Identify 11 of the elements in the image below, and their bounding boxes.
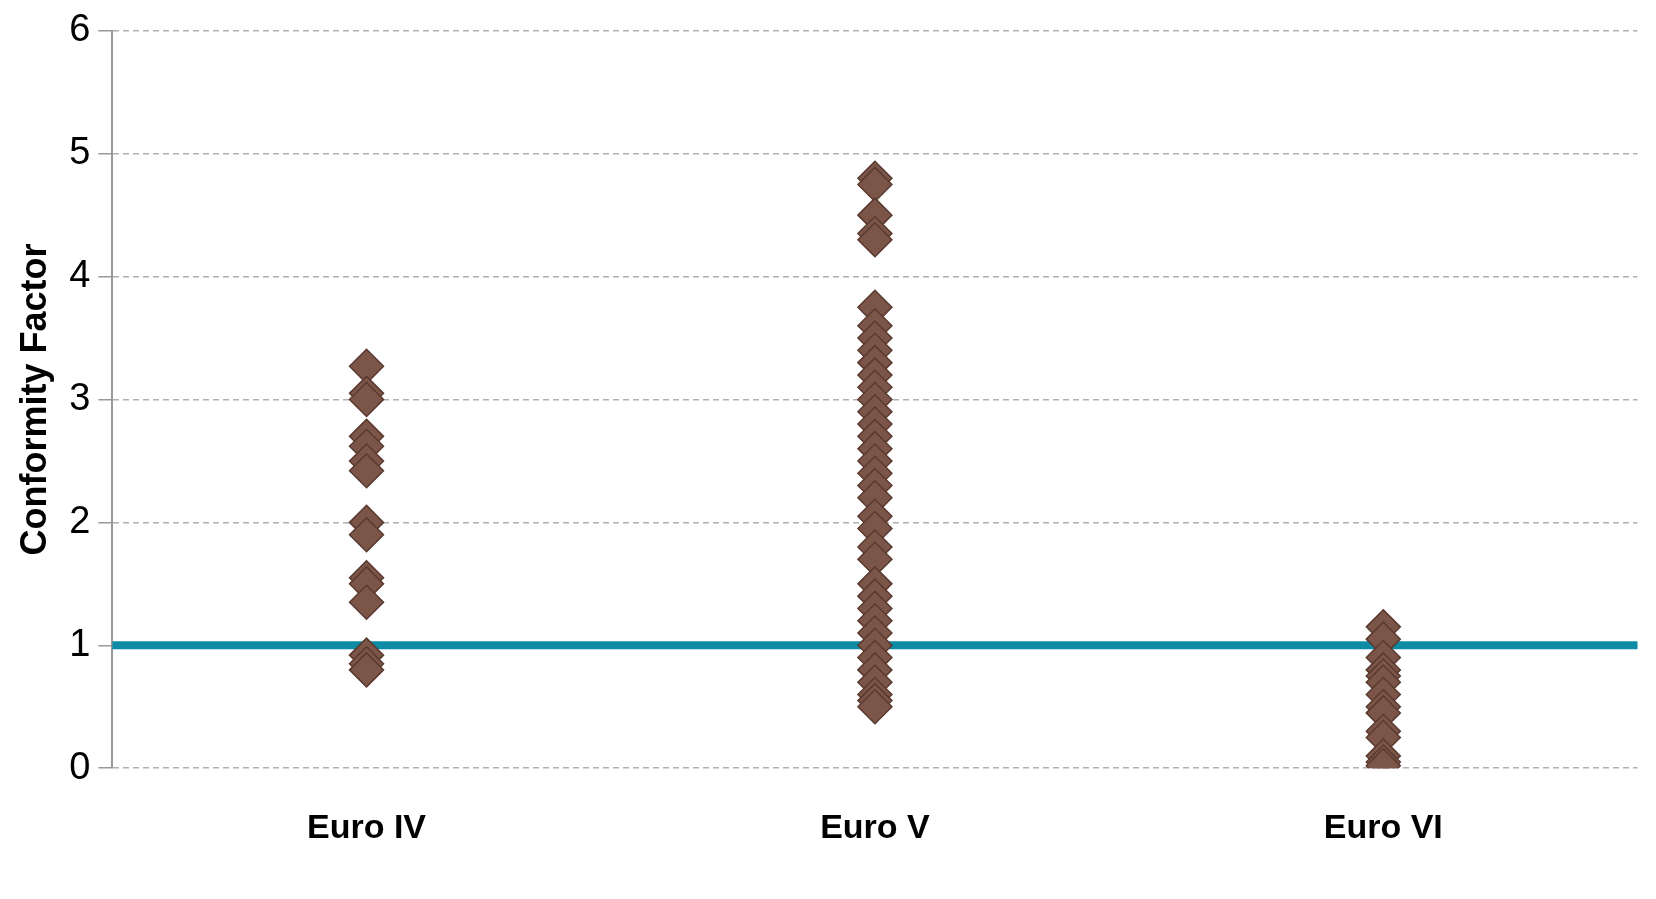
x-tick-label: Euro IV bbox=[307, 806, 427, 845]
y-tick-label: 3 bbox=[69, 375, 91, 418]
x-tick-label: Euro V bbox=[820, 806, 931, 845]
y-axis-title: Conformity Factor bbox=[12, 243, 54, 556]
y-tick-label: 0 bbox=[69, 744, 91, 787]
y-tick-label: 4 bbox=[69, 253, 91, 296]
y-tick-label: 5 bbox=[69, 130, 91, 173]
x-tick-label: Euro VI bbox=[1323, 806, 1443, 845]
y-tick-label: 6 bbox=[69, 7, 91, 50]
y-tick-label: 1 bbox=[69, 621, 91, 664]
y-tick-label: 2 bbox=[69, 498, 91, 541]
